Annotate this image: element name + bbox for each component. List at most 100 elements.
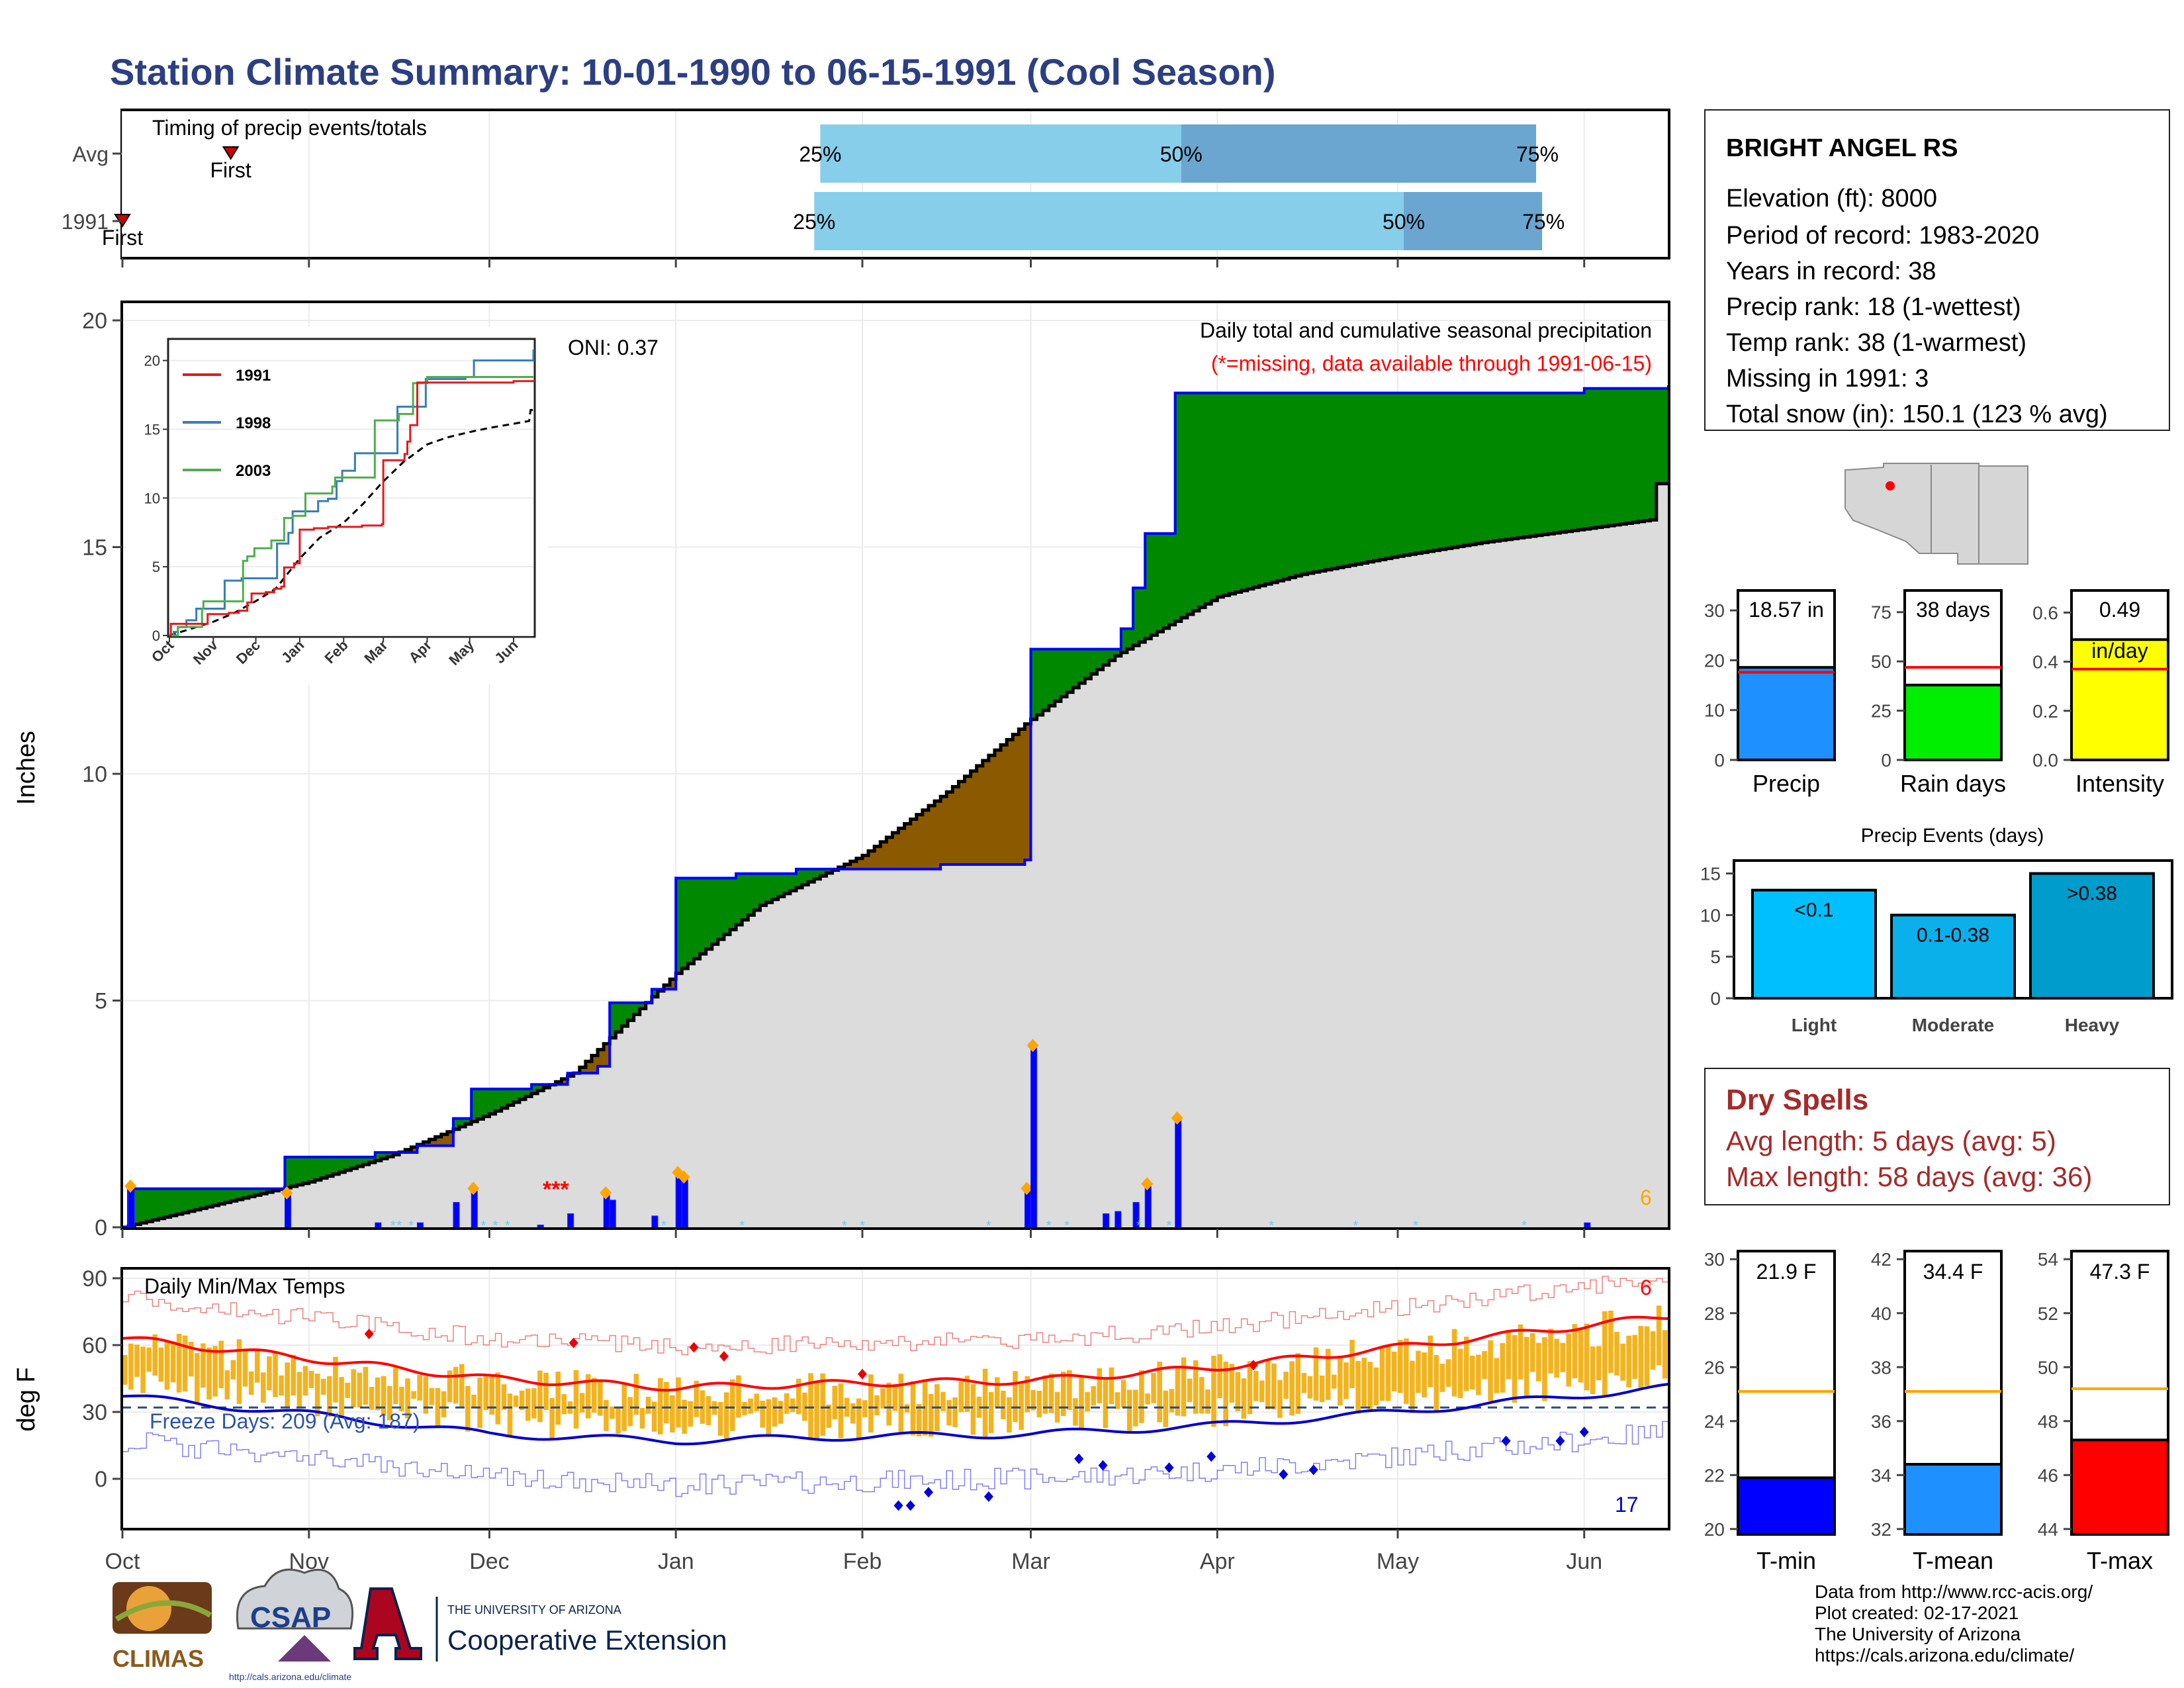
above-average-area	[1205, 393, 1212, 604]
daily-temp-bar	[682, 1399, 687, 1434]
daily-temp-bar	[1097, 1368, 1103, 1403]
temp-y-axis-label: deg F	[13, 1367, 40, 1431]
above-average-area	[1319, 393, 1326, 571]
precip-subtitle: Daily total and cumulative seasonal prec…	[1200, 318, 1652, 342]
snow-marker-icon: *	[480, 1219, 486, 1233]
above-average-area	[1048, 649, 1056, 706]
daily-precip-bar	[471, 1190, 478, 1228]
snow-marker-icon: *	[390, 1219, 396, 1233]
above-average-area	[1355, 393, 1363, 565]
daily-temp-bar	[1536, 1342, 1541, 1382]
above-average-area	[333, 1156, 340, 1174]
below-average-area	[976, 765, 983, 865]
cumulative-1991-line	[122, 385, 1670, 1229]
daily-temp-bar	[375, 1377, 381, 1411]
above-average-area	[1416, 393, 1422, 553]
daily-temp-bar	[736, 1375, 741, 1418]
precip-y-axis-label: Inches	[13, 731, 40, 805]
daily-temp-bar	[453, 1366, 459, 1404]
above-average-area	[201, 1188, 207, 1209]
daily-temp-bar	[128, 1343, 134, 1390]
daily-temp-bar	[1433, 1355, 1439, 1412]
events-bar-category-label: Light	[1792, 1015, 1837, 1035]
snow-marker-icon: *	[493, 1219, 498, 1233]
inset-legend-label: 1991	[236, 367, 271, 385]
mini-bar-y-tick-label: 0.2	[2032, 701, 2058, 722]
above-average-area	[387, 1152, 394, 1157]
above-average-area	[363, 1156, 370, 1165]
daily-temp-bar	[1301, 1373, 1307, 1393]
avg-min-temp-line	[122, 1382, 1669, 1446]
daily-temp-bar	[501, 1384, 507, 1410]
daily-temp-bar	[140, 1346, 146, 1393]
daily-precip-bar	[681, 1179, 688, 1228]
mini-bar-unit-label: in/day	[2091, 639, 2148, 663]
below-average-area	[1007, 739, 1013, 865]
record-low-marker-icon	[1206, 1451, 1216, 1462]
timing-box-upper	[1181, 124, 1537, 183]
above-average-area	[1476, 393, 1482, 544]
above-average-area	[1199, 393, 1206, 608]
temp-bar-value-label: 34.4 F	[1923, 1260, 1983, 1284]
daily-temp-bar	[164, 1340, 170, 1390]
snow-marker-icon: *	[1353, 1219, 1358, 1233]
events-bar-value-label: >0.38	[2067, 883, 2117, 905]
above-average-area	[1608, 388, 1615, 526]
daily-temp-bar	[212, 1346, 218, 1397]
daily-temp-bar	[1289, 1361, 1295, 1416]
daily-temp-bar	[254, 1351, 260, 1383]
above-average-area	[730, 878, 737, 930]
climas-text: CLIMAS	[113, 1645, 204, 1672]
record-low-marker-icon	[923, 1487, 933, 1498]
heavy-event-marker-icon	[1171, 1111, 1183, 1125]
daily-temp-bar	[1476, 1354, 1481, 1395]
snow-marker-icon: *	[1064, 1219, 1069, 1233]
daily-temp-bar	[489, 1376, 495, 1415]
daily-temp-bar	[296, 1372, 302, 1407]
temp-bar-value-label: 47.3 F	[2090, 1260, 2150, 1284]
above-average-area	[1572, 393, 1579, 531]
record-high-marker-icon	[364, 1329, 374, 1340]
daily-temp-bar	[435, 1387, 441, 1426]
above-average-area	[1187, 393, 1194, 615]
snow-marker-icon: *	[860, 1219, 865, 1233]
temp-bar-y-tick-label: 44	[2038, 1519, 2058, 1540]
above-average-area	[1223, 393, 1230, 596]
below-average-area	[411, 1147, 418, 1152]
above-average-area	[1253, 393, 1260, 588]
daily-precip-bar	[603, 1195, 610, 1228]
timing-panel: Timing of precip events/totals 25% 50% 75%…	[62, 109, 2170, 259]
daily-temp-bar	[1391, 1351, 1397, 1391]
daily-temp-bar	[579, 1393, 585, 1413]
station-name: BRIGHT ANGEL RS	[1726, 134, 1958, 162]
ua-extension-text: Cooperative Extension	[447, 1624, 727, 1656]
daily-temp-bar	[1223, 1362, 1228, 1427]
below-average-area	[1024, 724, 1032, 861]
above-average-area	[531, 1084, 538, 1094]
first-label: First	[210, 158, 251, 182]
above-average-area	[465, 1118, 472, 1125]
month-label: Mar	[1011, 1549, 1050, 1574]
daily-temp-bar	[1157, 1361, 1162, 1423]
daily-temp-bar	[1338, 1356, 1343, 1406]
daily-temp-bar	[976, 1396, 982, 1418]
above-average-area	[369, 1156, 376, 1163]
above-average-area	[1439, 393, 1447, 549]
daily-precip-bar	[1024, 1190, 1032, 1228]
above-average-area	[682, 878, 689, 969]
temp-bar-charts: 21.9 F 20 22 24 26 28 30 T-min 34.4 F 32 34 36 38 40 4…	[1704, 1249, 2169, 1574]
daily-temp-bar	[1542, 1337, 1547, 1401]
daily-precip-bar	[537, 1225, 544, 1228]
below-average-area	[970, 771, 978, 865]
daily-temp-bar	[1422, 1352, 1427, 1397]
daily-temp-bar	[1175, 1366, 1181, 1416]
record-low-marker-icon	[1164, 1462, 1174, 1474]
daily-temp-bar	[1283, 1372, 1289, 1399]
above-average-area	[320, 1156, 328, 1178]
daily-temp-bar	[555, 1372, 561, 1425]
mini-bar-y-tick-label: 25	[1871, 701, 1891, 722]
above-average-area	[1554, 393, 1561, 534]
daily-temp-bar	[796, 1378, 801, 1415]
timing-box-lower	[820, 124, 1181, 183]
above-average-area	[236, 1188, 244, 1200]
